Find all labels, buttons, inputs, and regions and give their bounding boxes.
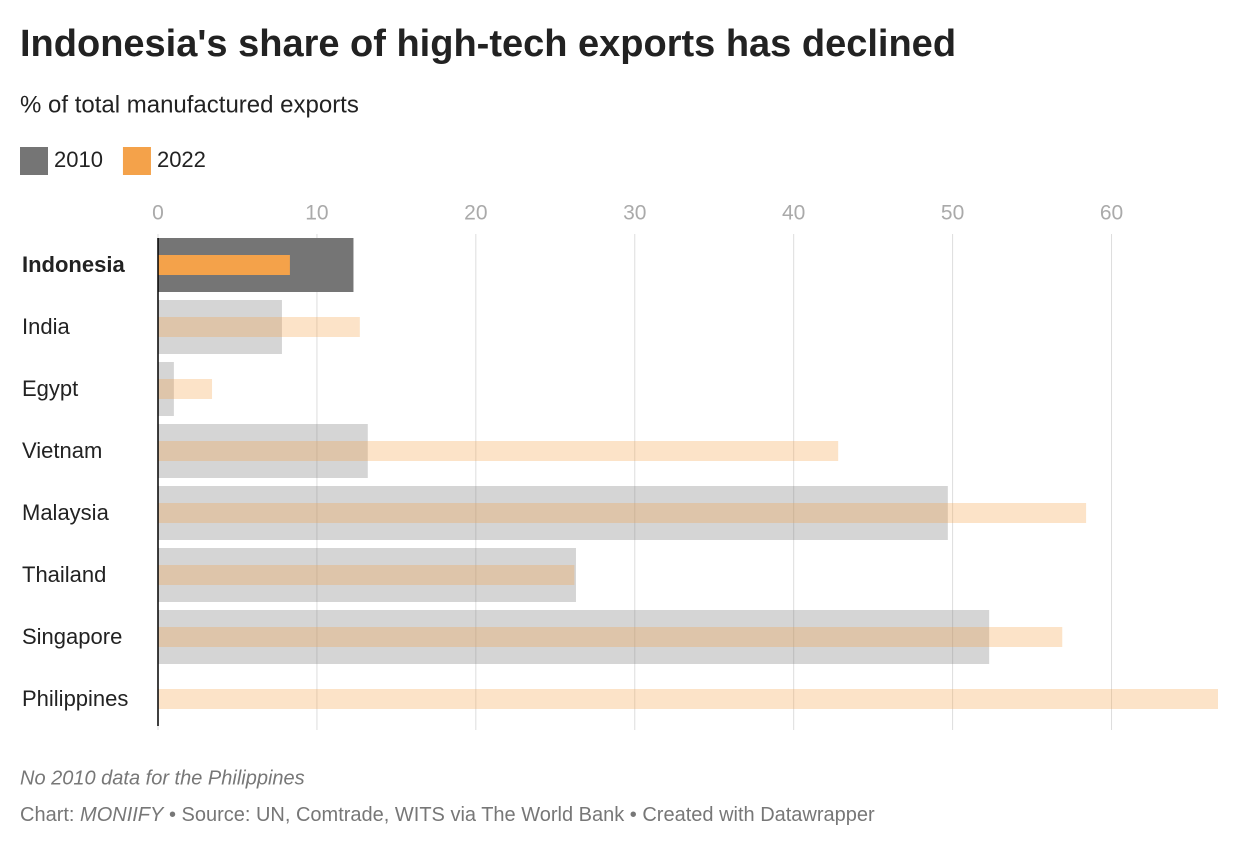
credit: Chart: MONIIFY • Source: UN, Comtrade, W… [20,804,875,826]
legend-swatch [20,147,48,175]
category-label: Egypt [22,376,78,401]
legend-label: 2022 [157,147,206,172]
bar [158,565,575,585]
category-label: Vietnam [22,438,102,463]
bar [158,441,839,461]
legend-label: 2010 [54,147,103,172]
x-tick-label: 10 [305,202,328,225]
note: No 2010 data for the Philippines [20,767,305,789]
category-label: India [22,314,70,339]
x-tick-label: 60 [1100,202,1123,225]
chart-title: Indonesia's share of high-tech exports h… [20,23,956,65]
x-tick-label: 40 [782,202,805,225]
bar [158,486,948,540]
credit-source: • Source: UN, Comtrade, WITS via The Wor… [169,804,875,826]
chart-subtitle: % of total manufactured exports [20,91,359,118]
bar [158,362,174,416]
x-tick-label: 0 [152,202,164,225]
bar [158,424,368,478]
x-tick-label: 50 [941,202,964,225]
category-label: Singapore [22,624,122,649]
credit-label: Chart: [20,804,74,826]
bar [158,627,1063,647]
category-label: Philippines [22,686,128,711]
category-label: Indonesia [22,252,125,277]
bar [158,689,1218,709]
credit-author: MONIIFY [80,804,165,826]
bar [158,503,1087,523]
bar [158,317,360,337]
bar [158,255,290,275]
category-label: Malaysia [22,500,110,525]
x-tick-label: 20 [464,202,487,225]
category-label: Thailand [22,562,106,587]
bar [158,548,576,602]
legend-swatch [122,147,151,175]
x-tick-label: 30 [623,202,646,225]
bar [158,610,990,664]
bar [158,300,282,354]
bar [158,379,213,399]
